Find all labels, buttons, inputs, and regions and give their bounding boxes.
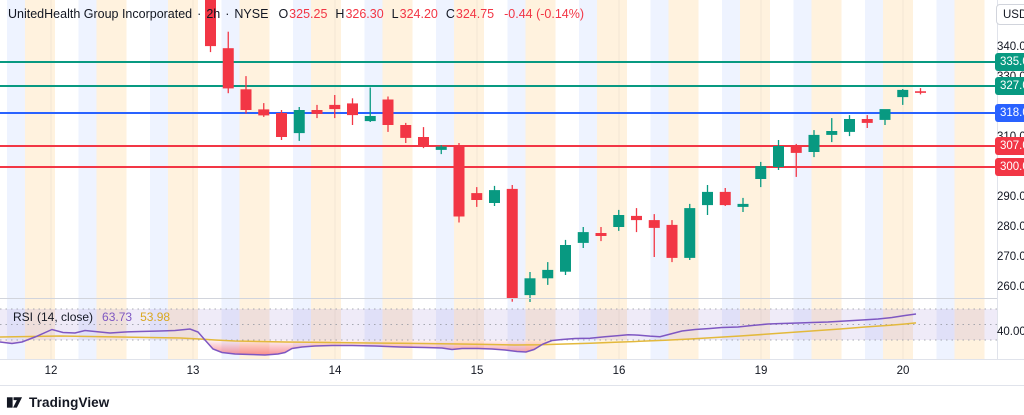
price-badge-335: 335.00 [995,53,1024,71]
candle-body [524,278,536,296]
rsi-params: (14, close) [37,310,94,324]
price-tick-280: 280.00 [997,221,1024,233]
rsi-tick-40: 40.00 [997,326,1024,339]
price-tick-270: 270.00 [997,251,1024,263]
candle-body [595,233,607,236]
rsi-value: 63.73 [102,310,133,324]
candle-body [240,89,252,110]
time-label-20: 20 [896,365,910,377]
candle-body [382,99,394,125]
tradingview-logo-icon [6,397,23,408]
price-badge-300: 300.00 [995,158,1024,176]
candle-body [435,146,447,150]
candle-body [329,104,341,110]
candle-body [861,119,873,123]
open-value: 325.25 [289,7,328,21]
candle-body [826,131,838,135]
open-label: O [278,7,289,21]
currency-button[interactable]: USD [996,4,1024,25]
rsi-title: RSI [13,310,34,324]
change-value: -0.44 (-0.14%) [504,7,585,21]
price-tick-340: 340.00 [997,41,1024,53]
candle-body [205,0,216,47]
candle-body [915,91,926,93]
time-label-13: 13 [186,365,200,377]
rsi-ma-value: 53.98 [140,310,171,324]
candle-body [293,110,305,134]
price-badge-307: 307.00 [995,137,1024,155]
price-tick-290: 290.00 [997,191,1024,203]
low-label: L [391,7,399,21]
candle-body [790,146,802,153]
day-gridlines [50,0,904,359]
session-bands [7,0,985,359]
candle-body [879,109,891,120]
candle-body [222,48,234,89]
candle-body [737,203,749,207]
candle-body [755,166,767,179]
time-axis[interactable]: 12 13 14 15 16 19 20 [0,359,1024,386]
price-axis[interactable]: 340.00330.00310.00290.00280.00270.00260.… [995,0,1024,387]
candle-body [808,134,820,152]
candle-body [844,119,855,132]
low-value: 324.20 [399,7,438,21]
close-label: C [445,7,455,21]
candle-body [506,188,518,299]
tradingview-logo[interactable]: TradingView [6,394,109,410]
candle-body [418,137,429,146]
price-level-lines [0,61,1000,168]
candle-body [276,113,287,137]
candle-body [684,208,696,258]
candle-body [666,224,678,258]
candles [205,0,926,302]
time-label-12: 12 [44,365,58,377]
ohlc-readout: O 325.25 H 326.30 L 324.20 C 324.75 -0.4… [278,7,584,21]
candle-body [489,190,500,203]
candle-body [577,232,589,243]
candle-body [453,146,465,217]
exchange-label: NYSE [234,7,269,21]
candle-body [560,245,571,272]
candle-body [542,269,554,279]
time-label-19: 19 [754,365,768,377]
time-label-15: 15 [470,365,484,377]
symbol-header: UnitedHealth Group Incorporated · 2h · N… [8,5,584,23]
header-separator: · [197,7,202,21]
candle-body [773,146,784,167]
candle-body [400,125,412,138]
candle-body [648,220,660,228]
price-badge-327: 327.00 [995,77,1024,95]
candle-body [311,110,323,114]
high-value: 326.30 [345,7,384,21]
rsi-line [0,313,917,356]
interval-label[interactable]: 2h [206,7,221,21]
time-label-16: 16 [612,365,626,377]
rsi-ma-line [0,322,917,346]
high-label: H [335,7,345,21]
candle-body [702,191,713,206]
candle-body [897,89,909,98]
time-label-14: 14 [328,365,342,377]
symbol-title[interactable]: UnitedHealth Group Incorporated [8,7,193,21]
candle-body [258,109,270,116]
tradingview-logo-text: TradingView [29,394,110,410]
candle-body [613,215,625,227]
price-badge-318: 318.00 [995,104,1024,122]
rsi-legend[interactable]: RSI (14, close) 63.73 53.98 [13,310,170,324]
candle-body [631,215,642,221]
candle-body [364,116,376,122]
candle-body [719,191,731,206]
header-separator: · [225,7,230,21]
close-value: 324.75 [455,7,495,21]
candle-body [471,193,483,200]
candle-body [347,103,358,116]
price-tick-260: 260.00 [997,281,1024,293]
rsi-pane [0,308,997,356]
